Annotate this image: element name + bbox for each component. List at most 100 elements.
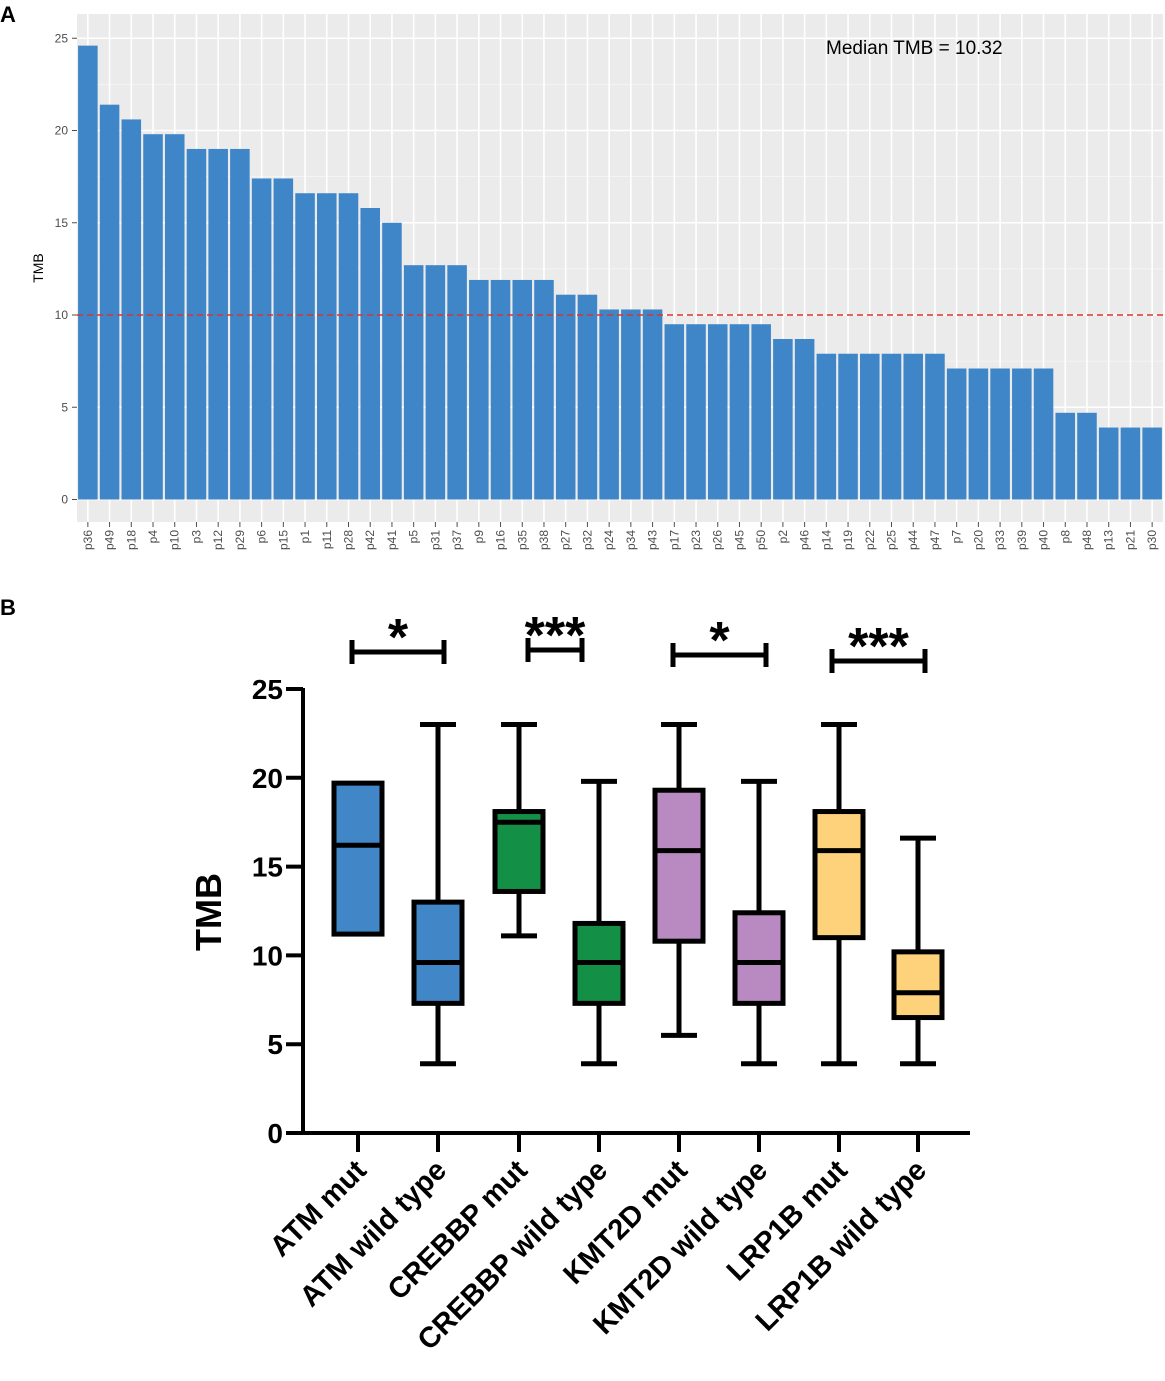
x-tick-label-crebbp-mut: CREBBP mut: [382, 1154, 534, 1306]
x-tick-label-p20: p20: [971, 530, 985, 550]
box-crebbp-wild-type: [572, 778, 626, 1067]
x-tick-label-p26: p26: [711, 530, 725, 550]
x-tick-label-p17: p17: [667, 530, 681, 550]
box-atm-wild-type: [411, 722, 465, 1067]
bar-p16: [490, 279, 511, 500]
x-tick-label-p14: p14: [819, 530, 833, 550]
bar-p17: [664, 324, 685, 500]
x-tick-label-p49: p49: [103, 530, 117, 550]
significance-bracket-2: *: [670, 612, 769, 670]
box-body: [492, 809, 546, 894]
x-tick-label-p11: p11: [320, 530, 334, 549]
bar-p22: [860, 353, 880, 500]
x-tick-label-p13: p13: [1102, 530, 1116, 550]
x-tick-label-p15: p15: [276, 530, 290, 550]
bar-p28: [338, 193, 359, 500]
bar-p33: [990, 368, 1010, 500]
bar-p2: [773, 338, 793, 500]
bar-p31: [425, 265, 446, 500]
x-tick-label-p36: p36: [81, 530, 95, 550]
x-tick-label-p8: p8: [1058, 530, 1072, 544]
box-body: [652, 787, 706, 944]
box-body: [331, 780, 385, 937]
bar-p50: [751, 324, 771, 500]
x-tick-label-p3: p3: [189, 530, 203, 544]
bar-p32: [577, 294, 598, 500]
y-tick-label: 0: [61, 493, 68, 507]
significance-label: *: [709, 612, 730, 670]
bar-p45: [729, 324, 750, 500]
x-tick-label-p46: p46: [798, 530, 812, 550]
x-tick-label-p4: p4: [146, 530, 160, 544]
x-tick-label-p35: p35: [515, 530, 529, 550]
box-atm-mut: [331, 780, 385, 937]
x-tick-label-p28: p28: [342, 530, 356, 550]
x-tick-label-p44: p44: [906, 530, 920, 550]
bar-p37: [447, 265, 467, 500]
box-kmt2d-mut: [652, 722, 706, 1038]
x-tick-label-p5: p5: [407, 530, 421, 544]
x-tick-label-p39: p39: [1015, 530, 1029, 550]
x-tick-label-p34: p34: [624, 530, 638, 550]
bar-p9: [469, 279, 489, 500]
bar-p26: [707, 324, 728, 500]
panel-b-label: B: [0, 595, 16, 620]
bar-p41: [382, 222, 402, 500]
bar-p29: [230, 148, 250, 500]
bar-p7: [946, 368, 967, 500]
bar-p23: [686, 324, 706, 500]
x-tick-label-p6: p6: [255, 530, 269, 544]
bar-p38: [534, 279, 554, 500]
x-tick-label-p16: p16: [494, 530, 508, 550]
bar-p34: [621, 309, 641, 500]
significance-bracket-0: *: [349, 609, 447, 667]
bar-p18: [121, 119, 142, 500]
panel-b-y-axis-label: TMB: [188, 873, 229, 951]
bar-p5: [403, 265, 424, 500]
y-tick-label: 5: [61, 400, 68, 414]
y-tick-label: 15: [252, 852, 283, 883]
x-tick-label-p32: p32: [580, 530, 594, 550]
bar-p20: [968, 368, 989, 500]
box-kmt2d-wild-type: [732, 778, 786, 1067]
x-tick-label-p23: p23: [689, 530, 703, 550]
bar-p36: [78, 45, 98, 500]
significance-bracket-1: ***: [525, 607, 586, 665]
bar-p27: [555, 294, 576, 500]
median-tmb-annotation: Median TMB = 10.32: [826, 38, 1003, 59]
panel-a-label: A: [0, 2, 16, 27]
y-tick-label: 0: [267, 1118, 283, 1149]
bar-p35: [512, 279, 533, 500]
y-tick-label: 10: [55, 308, 69, 322]
x-tick-label-p10: p10: [168, 530, 182, 550]
x-tick-label-p18: p18: [124, 530, 138, 550]
box-body: [732, 910, 786, 1006]
bar-p19: [838, 353, 858, 500]
y-tick-label: 25: [252, 674, 283, 705]
bar-p11: [317, 193, 337, 500]
y-tick-label: 20: [55, 124, 69, 138]
y-tick-label: 10: [252, 940, 283, 971]
bar-p30: [1142, 427, 1162, 500]
x-tick-label-p2: p2: [776, 530, 790, 544]
x-tick-label-p33: p33: [993, 530, 1007, 550]
bar-p1: [295, 193, 315, 500]
y-tick-label: 15: [55, 216, 69, 230]
bar-p6: [251, 178, 272, 500]
bar-p10: [164, 134, 185, 500]
box-body: [812, 809, 866, 941]
significance-label: ***: [848, 618, 909, 676]
x-tick-label-p30: p30: [1145, 530, 1159, 550]
bar-p39: [1012, 368, 1032, 500]
bar-p12: [208, 148, 228, 500]
box-body: [891, 949, 945, 1021]
x-tick-label-p42: p42: [363, 530, 377, 550]
y-tick-label: 20: [252, 763, 283, 794]
box-crebbp-mut: [492, 722, 546, 939]
panel-a-bars: [78, 45, 1162, 500]
panel-b-significance: * *** * ***: [349, 607, 928, 676]
bar-p13: [1098, 427, 1119, 500]
